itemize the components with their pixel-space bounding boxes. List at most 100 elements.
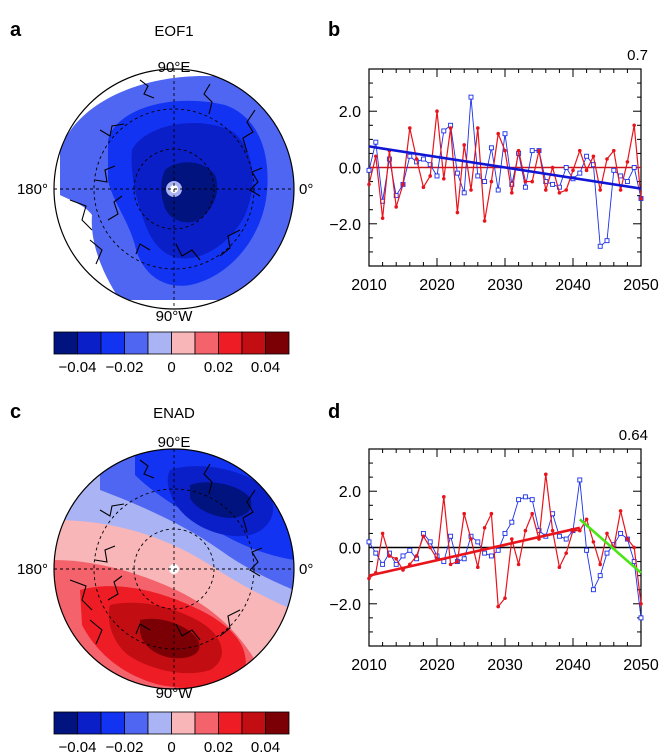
series-blue-point	[380, 561, 386, 567]
colorbar-tick-label: 0.02	[204, 359, 233, 376]
series-red-point	[442, 176, 446, 181]
series-blue-point	[509, 181, 515, 187]
colorbar-swatch	[241, 331, 266, 355]
series-red-point	[503, 596, 507, 600]
series-red-point	[544, 472, 548, 477]
series-red-point	[374, 154, 378, 159]
series-red-point	[530, 179, 534, 184]
series-red-point	[367, 576, 371, 581]
colorbar-tick-label: 0.04	[251, 359, 280, 376]
map-a-label-bottom: 90°W	[156, 308, 194, 325]
series-red-point	[489, 511, 494, 516]
series-blue-point	[577, 477, 583, 483]
series-red-point	[408, 126, 412, 130]
colorbar-swatch	[53, 331, 78, 355]
series-red-point	[584, 168, 589, 173]
colorbar-swatch	[77, 711, 102, 735]
series-red-point	[550, 165, 555, 170]
series-blue-point	[638, 615, 644, 621]
panel-letter-c: c	[10, 401, 21, 423]
series-blue-point	[631, 165, 637, 170]
series-red-point	[367, 182, 371, 187]
panel-letter-d: d	[328, 401, 340, 423]
y-tick-label: −2.0	[329, 597, 361, 614]
colorbar-tick-label: 0	[167, 739, 175, 754]
series-blue-point	[563, 165, 569, 170]
series-blue-point	[611, 167, 617, 173]
trend-line	[368, 145, 642, 190]
series-red-point	[380, 531, 385, 536]
panel-letter-b: b	[328, 19, 340, 41]
y-tick-label: 2.0	[339, 484, 361, 501]
series-blue-point	[529, 497, 535, 503]
trend-line	[578, 518, 642, 574]
colorbar-swatch	[218, 331, 243, 355]
series-blue-point	[522, 184, 528, 190]
y-tick-label: 0.0	[339, 541, 361, 558]
series-red-point	[380, 216, 385, 220]
series-red-point	[632, 545, 636, 550]
correlation-label-d: 0.64	[619, 427, 648, 444]
series-red-point	[598, 562, 602, 567]
series-blue-point	[584, 153, 590, 159]
series-red-point	[421, 185, 426, 189]
panel-letter-a: a	[10, 19, 22, 41]
y-tick-label: 0.0	[339, 161, 361, 178]
series-blue-point	[624, 179, 630, 185]
colorbar-tick-label: −0.04	[59, 739, 97, 754]
series-blue-line	[368, 97, 642, 248]
series-blue-point	[618, 173, 624, 179]
series-blue-point	[461, 556, 467, 562]
series-blue-point	[468, 94, 474, 100]
series-blue-point	[393, 561, 399, 567]
series-blue-point	[482, 550, 488, 556]
series-red-point	[489, 179, 494, 184]
series-red-point	[523, 528, 528, 533]
series-blue-point	[407, 153, 413, 159]
x-tick-label: 2040	[555, 657, 591, 674]
y-tick-label: −2.0	[329, 217, 361, 234]
x-tick-label: 2030	[487, 277, 523, 294]
series-red-point	[523, 179, 528, 184]
contour-level-neg5	[161, 162, 218, 223]
coastlines	[69, 459, 263, 645]
series-red-point	[578, 148, 582, 153]
series-red-point	[605, 157, 609, 161]
series-red-point	[387, 554, 392, 558]
series-red-point	[516, 562, 521, 567]
y-tick-label: 2.0	[339, 104, 361, 121]
x-tick-label: 2030	[487, 657, 523, 674]
map-c-label-bottom: 90°W	[156, 685, 194, 702]
series-red-line	[368, 474, 642, 609]
series-red-point	[639, 601, 643, 606]
series-red-point	[442, 495, 446, 499]
colorbar-swatch	[265, 711, 290, 735]
colorbar-swatch	[124, 711, 149, 735]
colorbar-swatch	[100, 331, 125, 355]
series-blue-point	[366, 539, 372, 545]
map-title-a: EOF1	[154, 23, 193, 40]
series-red-point	[618, 509, 623, 513]
series-blue-point	[590, 587, 596, 593]
colorbar-swatch	[147, 331, 172, 355]
series-red-point	[618, 188, 623, 192]
series-red-point	[469, 188, 473, 192]
colorbar-top: −0.04 −0.02 0 0.02 0.04	[53, 331, 290, 376]
series-blue-point	[502, 530, 508, 536]
series-red-point	[476, 126, 480, 130]
series-red-point	[496, 604, 501, 609]
series-red-point	[591, 154, 596, 159]
colorbar-swatch	[171, 711, 196, 735]
series-blue-point	[516, 497, 522, 503]
colorbar-bottom: −0.04 −0.02 0 0.02 0.04	[53, 711, 290, 754]
series-blue-point	[495, 547, 501, 553]
series-blue-point	[441, 128, 447, 134]
series-red-point	[482, 219, 487, 223]
series-blue-point	[597, 243, 603, 249]
map-a-label-top: 90°E	[158, 59, 191, 76]
series-blue-point	[407, 547, 413, 553]
series-blue-point	[550, 181, 556, 187]
series-blue-point	[434, 173, 440, 179]
map-title-c: ENAD	[153, 405, 195, 422]
